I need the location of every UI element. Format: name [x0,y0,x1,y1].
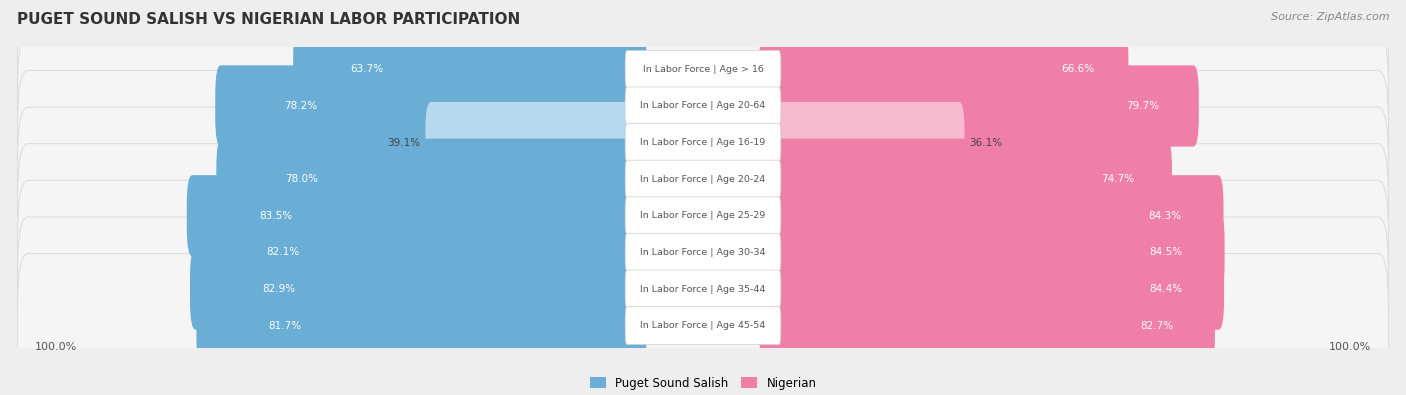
Text: In Labor Force | Age 30-34: In Labor Force | Age 30-34 [640,248,766,257]
FancyBboxPatch shape [626,307,780,345]
Text: In Labor Force | Age 35-44: In Labor Force | Age 35-44 [640,284,766,293]
FancyBboxPatch shape [759,65,1199,147]
Text: 78.0%: 78.0% [285,174,318,184]
FancyBboxPatch shape [626,160,780,198]
Text: In Labor Force | Age 20-24: In Labor Force | Age 20-24 [640,175,766,184]
FancyBboxPatch shape [759,285,1215,366]
FancyBboxPatch shape [215,65,647,147]
FancyBboxPatch shape [187,175,647,256]
FancyBboxPatch shape [217,139,647,220]
FancyBboxPatch shape [17,254,1389,395]
FancyBboxPatch shape [190,248,647,330]
FancyBboxPatch shape [626,50,780,88]
FancyBboxPatch shape [17,217,1389,361]
FancyBboxPatch shape [759,102,965,183]
Text: 100.0%: 100.0% [1329,342,1371,352]
Text: 84.4%: 84.4% [1149,284,1182,294]
Text: 100.0%: 100.0% [35,342,77,352]
Text: 84.3%: 84.3% [1149,211,1182,221]
FancyBboxPatch shape [626,124,780,162]
Text: In Labor Force | Age 20-64: In Labor Force | Age 20-64 [640,102,766,111]
Text: In Labor Force | Age 16-19: In Labor Force | Age 16-19 [640,138,766,147]
FancyBboxPatch shape [194,212,647,293]
Text: 82.1%: 82.1% [266,247,299,258]
Text: PUGET SOUND SALISH VS NIGERIAN LABOR PARTICIPATION: PUGET SOUND SALISH VS NIGERIAN LABOR PAR… [17,12,520,27]
FancyBboxPatch shape [426,102,647,183]
Text: 82.9%: 82.9% [263,284,295,294]
FancyBboxPatch shape [759,29,1129,110]
Text: In Labor Force | Age 25-29: In Labor Force | Age 25-29 [640,211,766,220]
FancyBboxPatch shape [626,197,780,235]
Text: 84.5%: 84.5% [1150,247,1182,258]
Text: In Labor Force | Age > 16: In Labor Force | Age > 16 [643,65,763,74]
FancyBboxPatch shape [759,248,1225,330]
FancyBboxPatch shape [759,175,1223,256]
FancyBboxPatch shape [759,139,1173,220]
FancyBboxPatch shape [17,70,1389,215]
Legend: Puget Sound Salish, Nigerian: Puget Sound Salish, Nigerian [589,377,817,390]
Text: 81.7%: 81.7% [267,321,301,331]
FancyBboxPatch shape [759,212,1225,293]
Text: In Labor Force | Age 45-54: In Labor Force | Age 45-54 [640,321,766,330]
Text: 63.7%: 63.7% [350,64,384,74]
FancyBboxPatch shape [626,270,780,308]
FancyBboxPatch shape [626,87,780,125]
FancyBboxPatch shape [197,285,647,366]
Text: 36.1%: 36.1% [969,137,1002,148]
Text: 82.7%: 82.7% [1140,321,1174,331]
FancyBboxPatch shape [17,180,1389,325]
FancyBboxPatch shape [17,0,1389,141]
FancyBboxPatch shape [626,233,780,271]
Text: 74.7%: 74.7% [1101,174,1135,184]
Text: 39.1%: 39.1% [388,137,420,148]
FancyBboxPatch shape [294,29,647,110]
FancyBboxPatch shape [17,34,1389,178]
Text: 66.6%: 66.6% [1062,64,1094,74]
FancyBboxPatch shape [17,107,1389,251]
FancyBboxPatch shape [17,144,1389,288]
Text: Source: ZipAtlas.com: Source: ZipAtlas.com [1271,12,1389,22]
Text: 83.5%: 83.5% [260,211,292,221]
Text: 78.2%: 78.2% [284,101,316,111]
Text: 79.7%: 79.7% [1126,101,1159,111]
